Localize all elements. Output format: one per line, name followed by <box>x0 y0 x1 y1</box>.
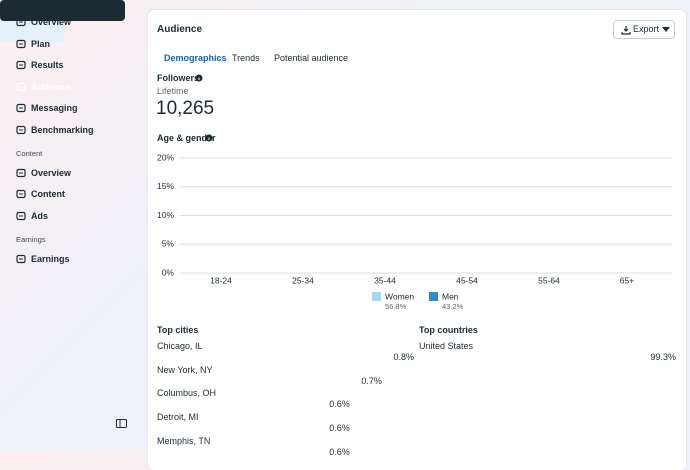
tab-selected-bg <box>0 21 64 42</box>
nav-item[interactable]: Overview <box>31 17 72 27</box>
legend-swatch <box>429 292 438 301</box>
y-tick-label: 10% <box>157 210 174 220</box>
tab[interactable]: Demographics <box>164 53 227 63</box>
y-tick-label: 15% <box>157 181 174 191</box>
list-name: New York, NY <box>157 364 213 375</box>
tab[interactable]: Potential audience <box>274 53 349 63</box>
nav-item[interactable]: Content <box>31 189 65 199</box>
list-name: United States <box>419 341 474 351</box>
nav-icon <box>16 39 26 49</box>
nav-item[interactable]: Audience <box>31 82 72 92</box>
x-tick-label: 55-64 <box>538 275 560 285</box>
list-value: 0.8% <box>393 352 414 362</box>
list-name: Chicago, IL <box>157 341 203 351</box>
nav-icon <box>16 60 26 70</box>
y-tick-label: 20% <box>157 152 174 162</box>
x-tick-label: 45-54 <box>456 275 478 285</box>
followers-title: Followers <box>157 73 200 83</box>
nav-item[interactable]: Results <box>31 60 64 70</box>
nav-item[interactable]: Plan <box>31 39 51 49</box>
caret <box>662 27 670 32</box>
list-value: 0.6% <box>329 399 350 410</box>
nav-icon <box>16 189 26 199</box>
followers-period: Lifetime <box>157 86 189 96</box>
audience-card <box>148 10 686 470</box>
download-icon <box>621 26 631 35</box>
nav-icon <box>16 168 26 178</box>
chart-title: Age & gender <box>157 133 216 143</box>
legend-label: Women <box>385 291 414 301</box>
cities-title: Top cities <box>157 325 199 335</box>
followers-count: 10,265 <box>156 98 215 119</box>
nav-item[interactable]: Benchmarking <box>31 125 94 135</box>
nav-item[interactable]: Ads <box>31 211 49 221</box>
nav-section-title: Earnings <box>16 235 46 244</box>
info-icon <box>205 134 213 142</box>
y-tick-label: 5% <box>162 239 175 249</box>
age-gender-chart: 0% 5% 10% 15% 20% 18-24 25-34 35-44 45-54 55-64 65… <box>157 152 672 311</box>
tab[interactable]: Trends <box>232 53 260 63</box>
list-value: 99.3% <box>650 352 676 362</box>
legend-label: Men <box>442 291 459 301</box>
nav-icon <box>16 125 26 135</box>
export-button[interactable]: Export <box>613 20 675 39</box>
card-title: Audience <box>157 24 203 35</box>
legend-share: 56.8% <box>385 302 407 311</box>
nav-item[interactable]: Overview <box>31 168 72 178</box>
collapse-icon[interactable] <box>116 419 127 428</box>
x-tick-label: 18-24 <box>210 275 232 285</box>
list-name: Columbus, OH <box>157 388 217 399</box>
x-tick-label: 25-34 <box>292 275 314 285</box>
nav-section-title: Content <box>16 149 43 158</box>
page: Audience Export Followers Lifetime 10,26… <box>0 0 690 457</box>
info-icon <box>195 74 203 82</box>
export-label: Export <box>633 24 660 34</box>
nav-icon <box>16 211 26 221</box>
x-tick-label: 65+ <box>620 275 634 285</box>
y-tick-label: 0% <box>162 267 175 277</box>
nav-item[interactable]: Earnings <box>31 254 70 264</box>
countries-title: Top countries <box>419 325 478 335</box>
nav-icon <box>16 82 26 92</box>
legend-share: 43.2% <box>442 302 464 311</box>
nav-item-active[interactable] <box>0 0 125 21</box>
list-value: 0.6% <box>329 423 350 434</box>
list-value: 0.7% <box>361 375 382 386</box>
nav-icon <box>16 254 26 264</box>
nav-icon <box>16 17 26 27</box>
nav-icon <box>16 103 26 113</box>
x-tick-label: 35-44 <box>374 275 396 285</box>
list-value: 0.6% <box>329 446 350 457</box>
list-name: Memphis, TN <box>157 435 211 446</box>
list-name: Detroit, MI <box>157 412 199 423</box>
nav-item[interactable]: Messaging <box>31 103 78 113</box>
legend-swatch <box>372 292 381 301</box>
